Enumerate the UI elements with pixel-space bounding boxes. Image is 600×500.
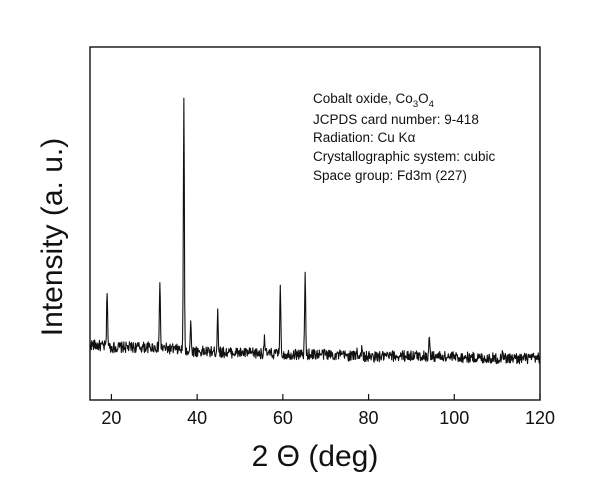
x-tick-label-80: 80: [359, 408, 379, 428]
annotation-radiation: Radiation: Cu Kα: [313, 130, 416, 145]
annotation-radiation-symbol: α: [408, 130, 416, 145]
annotation-formula-sub2: 4: [429, 99, 434, 110]
x-axis-ticks: [110, 394, 541, 400]
annotation-space-group: Space group: Fd3m (227): [313, 168, 467, 183]
x-axis-tick-labels: 20 40 60 80 100 120: [101, 408, 555, 428]
annotation-jcpds: JCPDS card number: 9-418: [313, 112, 479, 127]
y-axis-label: Intensity (a. u.): [36, 138, 69, 336]
x-tick-label-60: 60: [273, 408, 293, 428]
x-tick-label-100: 100: [439, 408, 469, 428]
annotation-crystal-system: Crystallographic system: cubic: [313, 149, 496, 164]
plot-frame: [89, 46, 541, 401]
annotation-compound-label: Cobalt oxide, Co: [313, 91, 413, 106]
x-tick-label-40: 40: [187, 408, 207, 428]
xrd-pattern-line: [89, 97, 541, 365]
annotation-formula-o: O: [418, 91, 429, 106]
annotation-radiation-label: Radiation: Cu K: [313, 130, 408, 145]
annotation-compound: Cobalt oxide, Co3O4: [313, 91, 434, 110]
x-tick-label-20: 20: [101, 408, 121, 428]
x-tick-label-120: 120: [525, 408, 555, 428]
x-axis-label: 2 Θ (deg): [252, 440, 379, 473]
annotation-formula-sub1: 3: [413, 99, 418, 110]
